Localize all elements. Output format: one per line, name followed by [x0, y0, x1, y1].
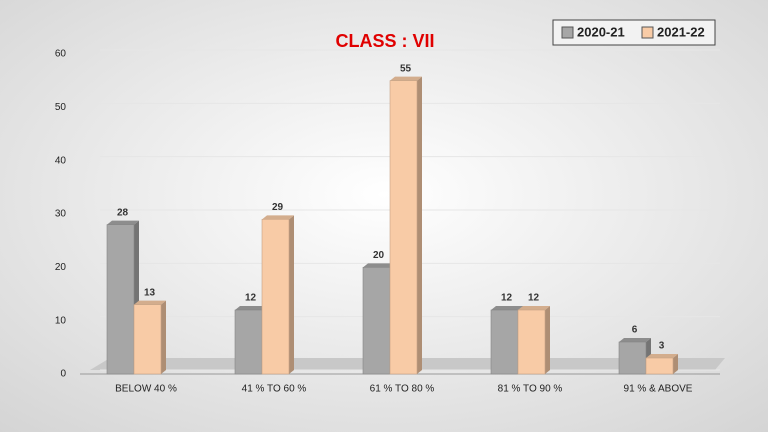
legend-swatch [561, 26, 574, 39]
bar-top [390, 76, 422, 81]
data-label: 55 [400, 63, 412, 74]
bar-top [491, 306, 523, 310]
bar [389, 80, 418, 375]
y-tick-label: 50 [55, 102, 67, 113]
legend-label: 2020-21 [577, 24, 625, 39]
x-tick-label: 81 % TO 90 % [498, 384, 563, 395]
x-tick-label: BELOW 40 % [115, 384, 177, 395]
y-tick-label: 40 [55, 155, 67, 166]
bar [133, 304, 162, 375]
bar [106, 224, 135, 375]
data-label: 20 [373, 250, 385, 261]
data-label: 29 [272, 202, 284, 213]
bar-top [107, 220, 139, 225]
bar [234, 309, 263, 375]
bar-top [134, 300, 166, 305]
data-label: 3 [659, 341, 665, 352]
bar [490, 309, 519, 375]
data-label: 12 [528, 293, 540, 304]
bar-top [646, 354, 678, 358]
data-label: 12 [245, 293, 257, 304]
bar-top [518, 306, 550, 310]
y-tick-label: 20 [55, 262, 67, 273]
bar-top [262, 215, 294, 220]
y-tick-label: 60 [55, 49, 67, 60]
bar-side [417, 76, 422, 375]
bar-top [619, 338, 651, 342]
x-tick-label: 61 % TO 80 % [370, 384, 435, 395]
y-tick-label: 30 [55, 209, 67, 220]
bar-top [235, 306, 267, 310]
bar-side [289, 215, 294, 374]
y-tick-label: 10 [55, 315, 67, 326]
x-tick-label: 41 % TO 60 % [242, 384, 307, 395]
bar-side [161, 300, 166, 374]
bar-top [363, 263, 395, 268]
y-tick-label: 0 [60, 369, 66, 380]
legend-swatch [641, 26, 654, 39]
legend: 2020-21 2021-22 [552, 19, 716, 46]
legend-box [552, 19, 716, 46]
bar [645, 357, 674, 375]
data-label: 13 [144, 287, 156, 298]
bar-side [545, 306, 550, 374]
data-label: 28 [117, 207, 129, 218]
bar [517, 309, 546, 375]
bar-side [673, 354, 678, 374]
legend-label: 2021-22 [657, 24, 705, 39]
x-tick-label: 91 % & ABOVE [624, 384, 693, 395]
bar [618, 341, 647, 375]
bar [362, 267, 391, 375]
data-label: 12 [501, 293, 513, 304]
bar [261, 219, 290, 375]
data-label: 6 [632, 325, 638, 336]
chart-title: CLASS : VII [335, 31, 434, 51]
